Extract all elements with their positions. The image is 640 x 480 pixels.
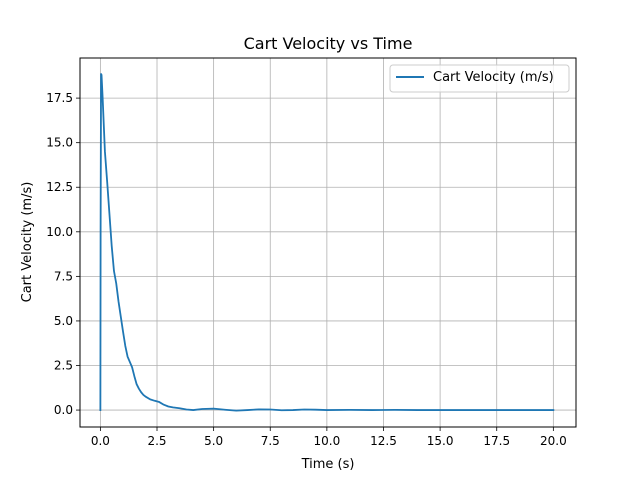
series-line-cart-velocity — [99, 73, 555, 412]
x-tick-label: 10.0 — [314, 434, 341, 448]
legend-box — [389, 64, 570, 93]
legend: Cart Velocity (m/s) — [389, 64, 570, 93]
plot-frame — [79, 57, 577, 428]
x-tick-label: 20.0 — [540, 434, 567, 448]
y-axis-label: Cart Velocity (m/s) — [20, 182, 35, 303]
y-tick-label: 12.5 — [46, 180, 73, 194]
grid — [80, 58, 576, 427]
y-tick-label: 7.5 — [54, 269, 73, 283]
y-tick-label: 10.0 — [46, 225, 73, 239]
x-tick-label: 15.0 — [427, 434, 454, 448]
x-tick-label: 7.5 — [261, 434, 280, 448]
y-tick-label: 2.5 — [54, 359, 73, 373]
y-tick-label: 15.0 — [46, 136, 73, 150]
x-axis-label: Time (s) — [301, 457, 355, 472]
x-tick-label: 17.5 — [483, 434, 510, 448]
chart-title: Cart Velocity vs Time — [244, 34, 413, 53]
x-tick-label: 0.0 — [91, 434, 110, 448]
y-tick-label: 17.5 — [46, 91, 73, 105]
y-tick-label: 0.0 — [54, 403, 73, 417]
x-tick-label: 5.0 — [204, 434, 223, 448]
y-tick-label: 5.0 — [54, 314, 73, 328]
legend-label-cart-velocity: Cart Velocity (m/s) — [433, 70, 554, 85]
x-tick-label: 12.5 — [370, 434, 397, 448]
x-tick-label: 2.5 — [147, 434, 166, 448]
series-layer — [99, 73, 555, 412]
ticks: 0.0 2.5 5.0 7.5 10.0 12.5 15.0 17.5 20.0 0.0 2.5 5.… — [46, 91, 566, 448]
